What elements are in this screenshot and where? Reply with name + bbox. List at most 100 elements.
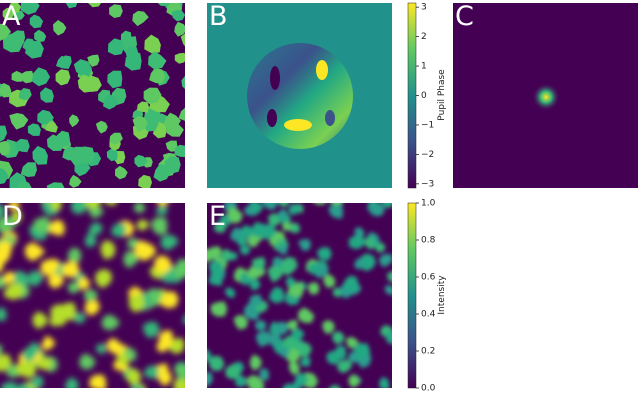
panel-label: B (209, 1, 228, 32)
cell (84, 232, 97, 248)
cell (67, 281, 81, 294)
cell (295, 372, 309, 385)
cell (0, 23, 11, 41)
cell (134, 203, 146, 213)
cell (282, 383, 296, 388)
cell (250, 354, 262, 371)
cell (207, 372, 214, 386)
cell (2, 271, 15, 285)
cell (165, 140, 178, 152)
colorbar-phase (407, 2, 417, 189)
panel-label: D (2, 201, 23, 232)
cell (178, 107, 185, 121)
cell (329, 385, 340, 388)
cell (31, 67, 51, 87)
pupil-feature (325, 110, 335, 126)
cell (278, 203, 289, 208)
cell (288, 282, 304, 297)
cell (354, 258, 366, 270)
cell (181, 75, 185, 90)
cell (381, 203, 392, 209)
tick-label: −2 (421, 150, 434, 160)
cell (115, 165, 128, 180)
cell (134, 240, 150, 259)
cell (65, 377, 79, 388)
cell (328, 204, 344, 219)
cell (282, 222, 293, 232)
cell (0, 307, 7, 321)
cell (174, 21, 185, 37)
psf-spot (532, 83, 560, 111)
cell (79, 353, 96, 370)
tick-label: 0.2 (421, 347, 435, 357)
cell (55, 69, 71, 86)
cell (173, 363, 185, 381)
cell (143, 321, 160, 338)
cell (255, 320, 267, 332)
pupil-feature (316, 60, 328, 80)
cell (95, 343, 107, 354)
cell (131, 383, 142, 388)
cell (268, 332, 282, 348)
cell (36, 357, 53, 370)
cell (348, 235, 366, 250)
cell (258, 224, 277, 240)
cell (84, 300, 101, 316)
cell (276, 209, 288, 220)
cell (70, 203, 89, 215)
texture (207, 203, 392, 388)
cell (68, 146, 88, 166)
cell (0, 125, 8, 142)
cell (0, 82, 12, 98)
cell (89, 374, 107, 388)
cell (143, 87, 162, 105)
cell (279, 346, 289, 358)
cell (41, 335, 56, 351)
cell (164, 155, 181, 174)
cell (126, 368, 142, 386)
cell (174, 144, 185, 158)
cell (95, 269, 113, 289)
cell (157, 3, 168, 7)
cell (180, 33, 185, 47)
cell (307, 262, 320, 275)
cell (65, 3, 78, 9)
cell (291, 328, 305, 342)
cell (353, 343, 371, 362)
cell (281, 256, 298, 276)
cell (20, 359, 37, 379)
cell (323, 273, 336, 288)
cell (27, 123, 41, 136)
cell (298, 341, 312, 359)
cell (267, 265, 284, 283)
cell (160, 234, 180, 251)
cell (134, 154, 149, 168)
cell (106, 337, 125, 354)
cell (59, 55, 72, 69)
cell (78, 276, 91, 291)
cell (25, 40, 44, 59)
cell (0, 141, 11, 156)
tick-label: 1 (421, 62, 427, 72)
cell (236, 236, 248, 246)
cell (288, 222, 301, 234)
cell (56, 130, 70, 148)
tick-label: 0.0 (421, 384, 436, 394)
texture (0, 3, 185, 188)
tick-label: 0.4 (421, 310, 436, 320)
cell (48, 220, 65, 236)
cell (32, 145, 48, 165)
cell (348, 374, 360, 388)
cell (332, 331, 345, 345)
cell (88, 3, 102, 8)
tick-label: 0.8 (421, 236, 436, 246)
cell (370, 203, 385, 217)
cell (40, 87, 54, 103)
cell (149, 67, 166, 84)
cell (225, 206, 244, 224)
cell (0, 204, 6, 218)
cell (322, 319, 335, 335)
cell (109, 132, 123, 145)
cell (173, 258, 185, 280)
tick-label: −1 (421, 120, 434, 130)
